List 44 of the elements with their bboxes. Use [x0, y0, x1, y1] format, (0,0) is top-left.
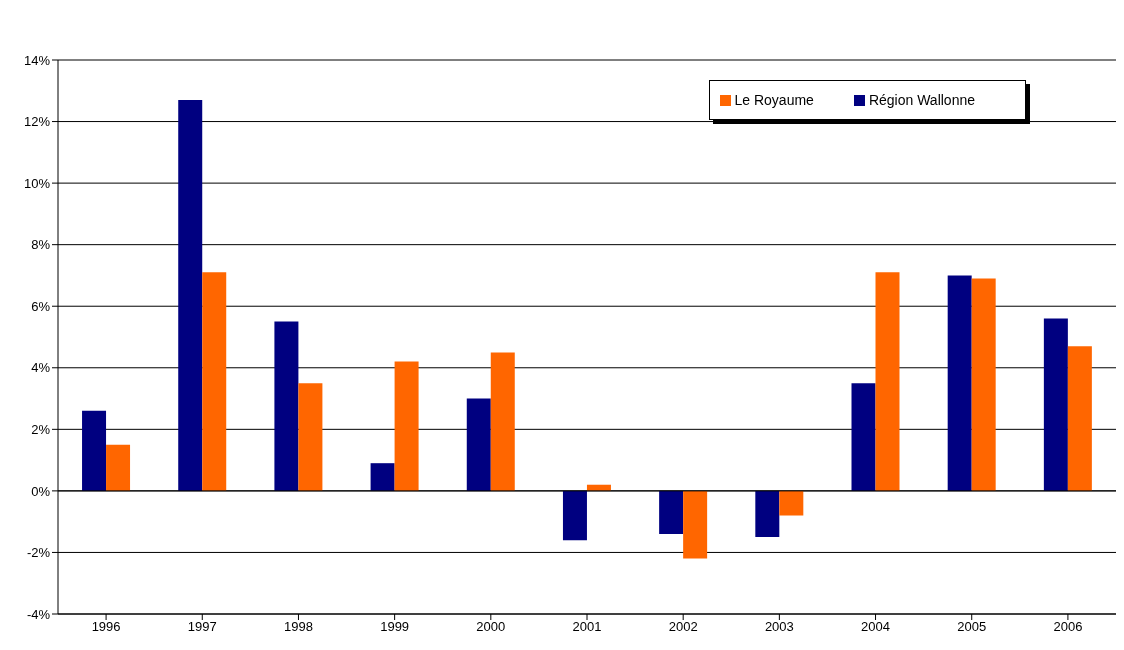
x-tick-label: 2003: [764, 619, 794, 635]
y-tick-label: 4%: [31, 360, 51, 376]
bar: [466, 398, 491, 491]
bar: [1067, 346, 1092, 491]
bar: [82, 410, 107, 491]
legend-label: Le Royaume: [734, 92, 814, 108]
x-tick-label: 1999: [380, 619, 410, 635]
x-tick-label: 2006: [1053, 619, 1083, 635]
bar: [947, 275, 972, 491]
bar: [370, 463, 395, 491]
bar: [971, 278, 996, 491]
bar: [106, 444, 131, 491]
y-tick-label: 2%: [31, 421, 51, 437]
bar: [851, 383, 876, 491]
x-tick-label: 1996: [91, 619, 121, 635]
y-tick-label: 10%: [23, 175, 51, 191]
x-tick-label: 1997: [187, 619, 217, 635]
x-tick-label: 2004: [861, 619, 891, 635]
bar: [683, 490, 708, 559]
legend-label: Région Wallonne: [868, 92, 975, 108]
bar: [875, 272, 900, 491]
y-tick-label: 6%: [31, 298, 51, 314]
bar: [562, 490, 587, 541]
x-tick-label: 2001: [572, 619, 602, 635]
bar: [178, 100, 203, 491]
y-tick-label: 14%: [23, 52, 51, 68]
y-tick-label: -2%: [26, 545, 51, 561]
bar: [394, 361, 419, 491]
bar: [1043, 318, 1068, 491]
y-tick-label: -4%: [26, 606, 51, 622]
bar: [298, 383, 323, 491]
y-tick-label: 12%: [23, 114, 51, 130]
y-tick-label: 8%: [31, 237, 51, 253]
bar: [490, 352, 515, 491]
x-tick-label: 2000: [476, 619, 506, 635]
bar: [274, 321, 299, 491]
y-tick-label: 0%: [31, 483, 51, 499]
bar: [779, 490, 804, 516]
x-tick-label: 1998: [283, 619, 313, 635]
bar: [202, 272, 227, 491]
x-tick-label: 2002: [668, 619, 698, 635]
bar: [659, 490, 684, 534]
bar: [755, 490, 780, 538]
x-tick-label: 2005: [957, 619, 987, 635]
